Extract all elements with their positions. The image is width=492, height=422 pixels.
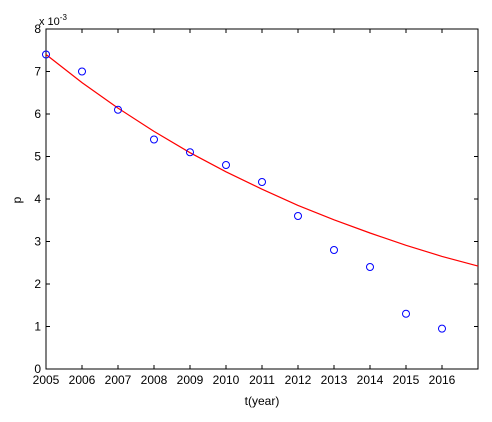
x-tick-label: 2013: [321, 373, 348, 387]
data-point: [42, 50, 50, 59]
y-tick-label: 0: [34, 362, 41, 376]
data-point: [330, 246, 338, 254]
y-tick-label: 5: [34, 150, 41, 164]
x-tick-label: 2012: [285, 373, 312, 387]
y-tick-label: 6: [34, 107, 41, 121]
y-tick-label: 8: [34, 22, 41, 36]
data-point: [150, 135, 158, 144]
y-tick-label: 2: [34, 277, 41, 291]
x-tick-label: 2014: [357, 373, 384, 387]
y-tick-label: 3: [34, 235, 41, 249]
data-point: [258, 178, 266, 186]
x-tick-label: 2016: [429, 373, 456, 387]
data-point: [438, 324, 446, 333]
data-point: [366, 263, 374, 271]
x-tick-label: 2005: [33, 373, 60, 387]
data-point: [222, 161, 230, 169]
x-axis-label: t(year): [245, 394, 280, 408]
y-tick-label: 7: [34, 65, 41, 79]
data-point: [78, 67, 86, 76]
y-scale-exponent: -3: [60, 13, 68, 22]
x-tick-label: 2011: [249, 373, 275, 387]
x-tick-label: 2010: [213, 373, 240, 387]
data-point: [114, 105, 122, 114]
fit-curve: [45, 54, 479, 267]
x-tick-label: 2007: [105, 373, 132, 387]
y-tick-label: 4: [34, 192, 41, 206]
x-tick-label: 2015: [393, 373, 420, 387]
y-scale-factor-label: x 10-3: [39, 13, 67, 28]
x-tick-label: 2008: [141, 373, 168, 387]
data-point: [402, 309, 410, 318]
plot-area: 2005 2006 2007 2008 2009 2010 2011 2012 2013 2014…: [33, 22, 479, 387]
plot-frame: [45, 28, 479, 370]
x-tick-label: 2009: [177, 373, 204, 387]
data-point: [294, 212, 302, 220]
data-point: [186, 148, 194, 157]
y-tick-label: 1: [34, 320, 41, 334]
y-axis-label: p: [10, 196, 24, 203]
x-tick-label: 2006: [69, 373, 96, 387]
